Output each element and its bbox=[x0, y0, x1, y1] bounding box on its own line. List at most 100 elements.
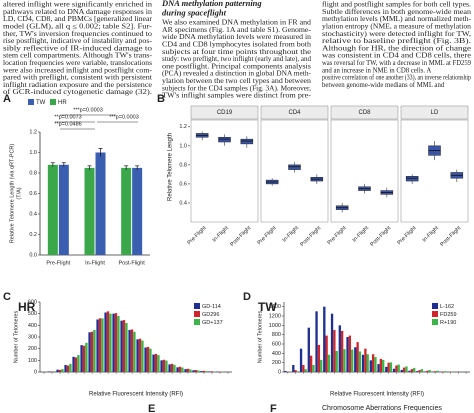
body-text: was reversal for TW, with a decrease in … bbox=[322, 60, 472, 67]
legend-label: TW bbox=[36, 100, 46, 106]
annotation: ***p=0.0003 bbox=[109, 114, 139, 120]
y-tick-label: 1400 bbox=[269, 304, 281, 310]
body-text: and an increase in NME in CD8 cells. A bbox=[322, 67, 431, 74]
body-text: study: two preflight, two inflight (earl… bbox=[162, 56, 312, 63]
facet-strip bbox=[330, 105, 399, 120]
body-text: CD4 and CD8 lymphocytes isolated from bo… bbox=[162, 41, 312, 48]
body-text: stem cell compartments. Although TW's tr… bbox=[3, 53, 153, 60]
histogram-bar bbox=[202, 370, 206, 372]
body-text: ylation entropy (NME, a measure of methy… bbox=[322, 23, 472, 30]
legend-label: R+190 bbox=[440, 320, 456, 326]
legend-label: FD259 bbox=[440, 312, 457, 318]
histogram-bar bbox=[48, 371, 51, 372]
histogram-bar bbox=[66, 365, 70, 372]
panel-letter: B bbox=[157, 93, 165, 105]
body-text: pared with preflight, consistent with pe… bbox=[3, 75, 152, 82]
x-tick-label: Pre-Flight bbox=[257, 225, 278, 246]
facet-panel bbox=[260, 119, 329, 223]
legend-label: GD296 bbox=[202, 312, 219, 318]
histogram-bar bbox=[416, 371, 419, 372]
facet-title: CD4 bbox=[288, 110, 301, 116]
histogram-bar bbox=[189, 369, 192, 372]
histogram-bar bbox=[130, 329, 134, 372]
legend-label: L-162 bbox=[440, 304, 454, 310]
histogram-bar bbox=[451, 371, 455, 372]
body-text: Although for HR, the direction of change bbox=[322, 45, 471, 52]
histogram-bar bbox=[327, 354, 331, 372]
body-text: subjects at four time points throughout … bbox=[162, 49, 311, 56]
histogram-bar bbox=[96, 319, 99, 372]
body-text: pathways related to DNA damage responses… bbox=[3, 9, 153, 16]
histogram-bar bbox=[444, 371, 447, 372]
histogram-bar bbox=[338, 325, 341, 372]
histogram-bar bbox=[369, 360, 372, 372]
histogram-bar bbox=[408, 370, 411, 372]
histogram-bar bbox=[149, 348, 152, 372]
histogram-bar bbox=[307, 327, 310, 372]
body-text: between genome-wide medians of MML and bbox=[322, 82, 445, 89]
facet-panel bbox=[400, 119, 469, 223]
histogram-bar bbox=[423, 371, 427, 372]
histogram-bar bbox=[377, 364, 380, 372]
y-tick-label: 0.4 bbox=[29, 211, 37, 217]
histogram-bar bbox=[184, 369, 187, 372]
body-text: one postflight. Principal components ana… bbox=[162, 63, 311, 70]
histogram-bar bbox=[296, 371, 300, 372]
histogram-bar bbox=[325, 335, 328, 372]
body-text: wide DNA methylation levels were measure… bbox=[162, 34, 312, 41]
x-tick-label: In-Flight bbox=[352, 225, 371, 244]
body-text: TW's inflight samples were distinct from… bbox=[162, 93, 312, 100]
histogram-bar bbox=[284, 371, 287, 372]
histogram-bar bbox=[128, 330, 131, 372]
histogram-bar bbox=[200, 371, 203, 372]
histogram-bar bbox=[436, 370, 439, 372]
histogram-bar bbox=[120, 320, 123, 372]
histogram-bar bbox=[104, 312, 107, 372]
x-axis-label: Relative Fluorescent Intensity (RFI) bbox=[330, 392, 424, 398]
histogram-bar bbox=[58, 369, 62, 372]
body-text: of GCR-induced cytogenetic damage (32). bbox=[3, 89, 152, 96]
histogram-bar bbox=[114, 313, 118, 372]
histogram-bar bbox=[374, 357, 377, 372]
histogram-bar bbox=[138, 338, 142, 372]
histogram-bar bbox=[392, 368, 396, 372]
y-tick-label: 600 bbox=[28, 299, 37, 305]
histogram-bar bbox=[69, 363, 72, 372]
histogram-bar bbox=[389, 362, 393, 372]
annotation: ***p=0.0003 bbox=[73, 107, 103, 113]
legend-swatch bbox=[432, 319, 438, 325]
panel-title: Chromosome Aberrations Frequencies bbox=[322, 405, 442, 412]
x-tick-label: Post-Flight bbox=[119, 260, 146, 266]
body-text: LD, CD4, CD8, and PBMCs [generalized lin… bbox=[3, 16, 153, 23]
histogram-bar bbox=[168, 364, 171, 372]
panel-letter: D bbox=[243, 291, 251, 303]
histogram-bar bbox=[144, 347, 147, 372]
histogram-bar bbox=[400, 369, 403, 372]
histogram-bar bbox=[157, 355, 160, 372]
y-tick-label: 0.6 bbox=[29, 191, 37, 197]
histogram-bar bbox=[294, 370, 297, 372]
histogram-bar bbox=[173, 364, 176, 372]
histogram-bar bbox=[420, 369, 424, 372]
y-tick-label: 200 bbox=[272, 360, 281, 366]
histogram-bar bbox=[379, 358, 383, 372]
histogram-bar bbox=[312, 365, 315, 372]
panel-letter: A bbox=[3, 93, 11, 105]
facet-strip bbox=[400, 105, 469, 120]
legend-swatch bbox=[194, 303, 200, 309]
panel-title: TW bbox=[258, 300, 277, 314]
x-tick-label: Post-Flight bbox=[229, 225, 252, 248]
histogram-bar bbox=[122, 320, 126, 372]
histogram-bar bbox=[208, 371, 211, 372]
histogram-bar bbox=[93, 330, 96, 372]
histogram-bar bbox=[354, 347, 357, 372]
y-tick-label: 500 bbox=[28, 311, 37, 317]
histogram-bar bbox=[152, 354, 155, 372]
histogram-bar bbox=[85, 342, 88, 372]
facet-panel bbox=[190, 119, 259, 223]
histogram-bar bbox=[136, 339, 139, 372]
histogram-bar bbox=[98, 318, 102, 372]
histogram-bar bbox=[194, 370, 198, 372]
y-tick-label: 200 bbox=[28, 346, 37, 352]
